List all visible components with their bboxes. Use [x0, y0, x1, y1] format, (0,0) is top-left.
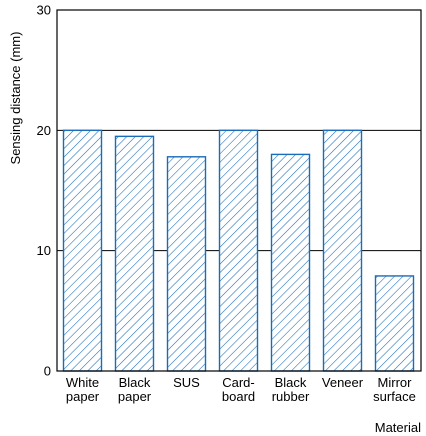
x-tick-label: Mirror surface [373, 375, 416, 404]
bar [62, 129, 103, 372]
x-axis-title: Material [375, 420, 421, 435]
bar [322, 129, 363, 372]
x-tick-label: Black paper [118, 375, 152, 404]
x-tick-label: White paper [66, 375, 100, 404]
x-tick-label: Card-board [222, 375, 255, 404]
x-tick-label: Veneer [322, 375, 364, 390]
bar [218, 129, 259, 372]
y-tick-label: 10 [37, 243, 51, 258]
bar [166, 156, 207, 372]
y-axis-ticks: 0 10 20 30 [37, 3, 51, 379]
bar [270, 153, 311, 372]
bar [374, 275, 415, 372]
y-tick-label: 30 [37, 3, 51, 18]
y-tick-label: 0 [44, 364, 51, 379]
y-tick-label: 20 [37, 123, 51, 138]
plot-frame [56, 9, 422, 372]
bars [62, 129, 415, 372]
x-tick-label: SUS [173, 375, 200, 390]
y-axis-title: Sensing distance (mm) [8, 32, 23, 165]
x-axis-ticks: White paper Black paper SUS Card-board Black ru… [66, 375, 416, 404]
x-tick-label: Black rubber [272, 375, 310, 404]
bar [114, 135, 155, 372]
